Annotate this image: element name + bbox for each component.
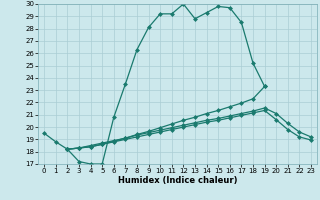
X-axis label: Humidex (Indice chaleur): Humidex (Indice chaleur) bbox=[118, 176, 237, 185]
